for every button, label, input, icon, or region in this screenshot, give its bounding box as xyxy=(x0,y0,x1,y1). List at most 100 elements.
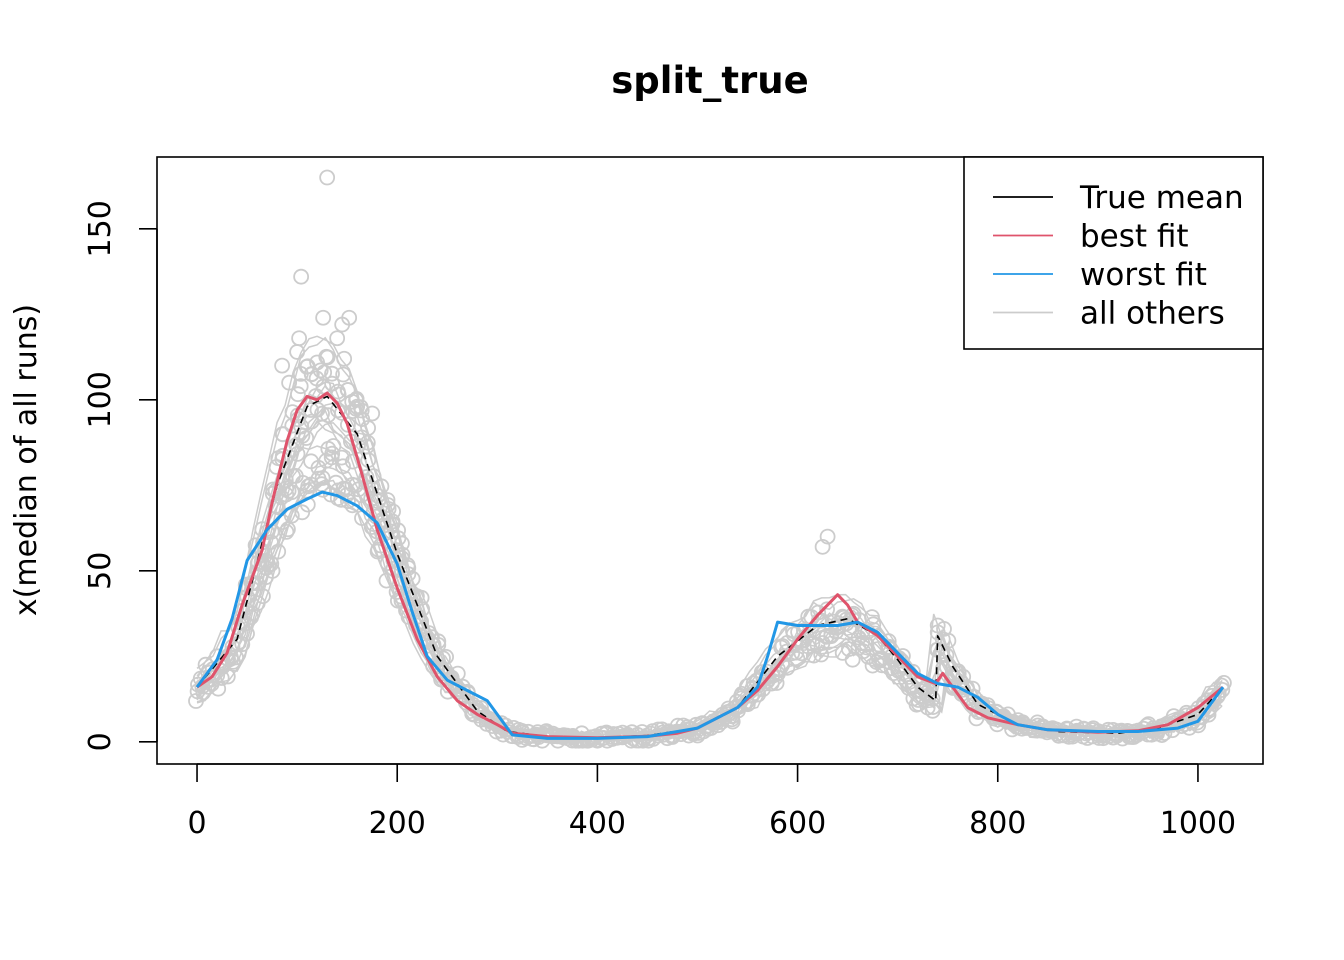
other-run-point xyxy=(335,458,351,475)
y-tick-label: 50 xyxy=(83,552,118,590)
other-run-point xyxy=(369,487,386,504)
other-run-line xyxy=(196,402,1223,741)
other-run-line xyxy=(196,421,1223,742)
other-run-point xyxy=(938,647,955,664)
legend-label: best fit xyxy=(1080,219,1189,255)
x-tick-label: 200 xyxy=(369,806,426,841)
other-run-point xyxy=(274,357,291,374)
other-run-point xyxy=(384,513,401,530)
legend-label: worst fit xyxy=(1080,257,1207,293)
other-run-point xyxy=(855,643,872,660)
other-run-point xyxy=(314,405,330,422)
other-run-point xyxy=(324,365,340,382)
other-run-point xyxy=(929,617,946,634)
other-run-point xyxy=(353,402,370,419)
x-tick-label: 600 xyxy=(769,806,826,841)
other-run-point xyxy=(1049,725,1065,742)
other-run-point xyxy=(950,665,967,682)
other-run-point xyxy=(292,378,309,395)
other-run-point xyxy=(219,668,236,685)
other-run-point xyxy=(263,555,280,572)
other-run-line xyxy=(196,336,1223,741)
other-run-point xyxy=(264,563,281,579)
other-run-point xyxy=(364,405,381,422)
other-run-point xyxy=(919,699,936,716)
y-tick-label: 100 xyxy=(83,371,118,428)
other-run-point xyxy=(349,398,366,415)
other-run-point xyxy=(399,557,416,574)
x-tick-label: 800 xyxy=(969,806,1026,841)
other-run-point xyxy=(319,169,336,186)
other-run-point xyxy=(358,438,375,455)
other-run-point xyxy=(425,658,442,674)
other-run-point xyxy=(315,309,332,326)
other-run-point xyxy=(291,330,308,347)
other-run-point xyxy=(805,647,822,664)
other-run-point xyxy=(955,668,972,685)
other-run-point xyxy=(298,430,315,446)
other-run-point xyxy=(858,636,875,653)
other-run-point xyxy=(341,309,358,326)
other-run-point xyxy=(339,416,356,433)
other-run-point xyxy=(413,589,430,606)
other-run-point xyxy=(289,386,306,403)
y-tick-label: 0 xyxy=(83,732,118,751)
other-run-point xyxy=(385,503,402,520)
other-run-point xyxy=(864,609,880,625)
other-run-line xyxy=(196,479,1223,741)
other-run-point xyxy=(239,625,255,642)
other-run-point xyxy=(370,493,387,510)
other-run-point xyxy=(819,601,835,618)
other-run-point xyxy=(335,366,352,383)
other-run-point xyxy=(900,669,917,685)
other-run-point xyxy=(283,484,300,501)
other-run-point xyxy=(281,374,298,391)
other-run-point xyxy=(333,449,350,466)
other-run-point xyxy=(254,588,271,605)
other-run-line xyxy=(196,409,1223,741)
other-run-point xyxy=(1214,682,1231,698)
other-run-point xyxy=(813,646,830,663)
other-run-point xyxy=(814,538,831,555)
other-run-point xyxy=(738,693,755,710)
legend-label: True mean xyxy=(1079,180,1244,216)
other-run-point xyxy=(316,364,333,381)
other-run-point xyxy=(225,654,241,670)
other-run-point xyxy=(312,362,329,379)
series-layer xyxy=(195,391,1225,740)
other-run-point xyxy=(289,344,306,360)
other-run-point xyxy=(810,604,827,621)
other-run-point xyxy=(910,696,927,712)
other-run-point xyxy=(339,493,356,510)
chart-title: split_true xyxy=(611,59,808,102)
other-run-point xyxy=(373,478,390,495)
y-axis-label: x(median of all runs) xyxy=(9,304,44,616)
other-run-point xyxy=(283,507,300,524)
other-run-point xyxy=(314,481,331,498)
other-run-point xyxy=(329,330,346,347)
other-run-point xyxy=(1216,675,1232,691)
other-run-point xyxy=(404,570,421,587)
series-line-worst-fit xyxy=(195,490,1225,740)
other-run-point xyxy=(874,657,890,674)
y-tick-label: 150 xyxy=(83,200,118,257)
other-run-line xyxy=(196,479,1223,742)
other-run-point xyxy=(234,636,251,653)
other-run-point xyxy=(323,449,340,466)
other-run-point xyxy=(267,497,284,514)
legend-box xyxy=(963,156,1264,350)
other-run-point xyxy=(344,497,361,514)
x-tick-label: 400 xyxy=(569,806,626,841)
other-run-point xyxy=(330,386,347,403)
other-run-point xyxy=(289,445,306,462)
other-run-point xyxy=(303,402,319,418)
other-run-point xyxy=(365,468,382,485)
other-run-point xyxy=(844,651,861,668)
legend-label: all others xyxy=(1080,296,1225,332)
x-tick-label: 0 xyxy=(187,806,206,841)
x-axis: 0 200 400 600 800 1000 xyxy=(187,763,1236,841)
y-axis: 0 50 100 150 xyxy=(83,200,158,751)
other-run-point xyxy=(430,633,447,650)
